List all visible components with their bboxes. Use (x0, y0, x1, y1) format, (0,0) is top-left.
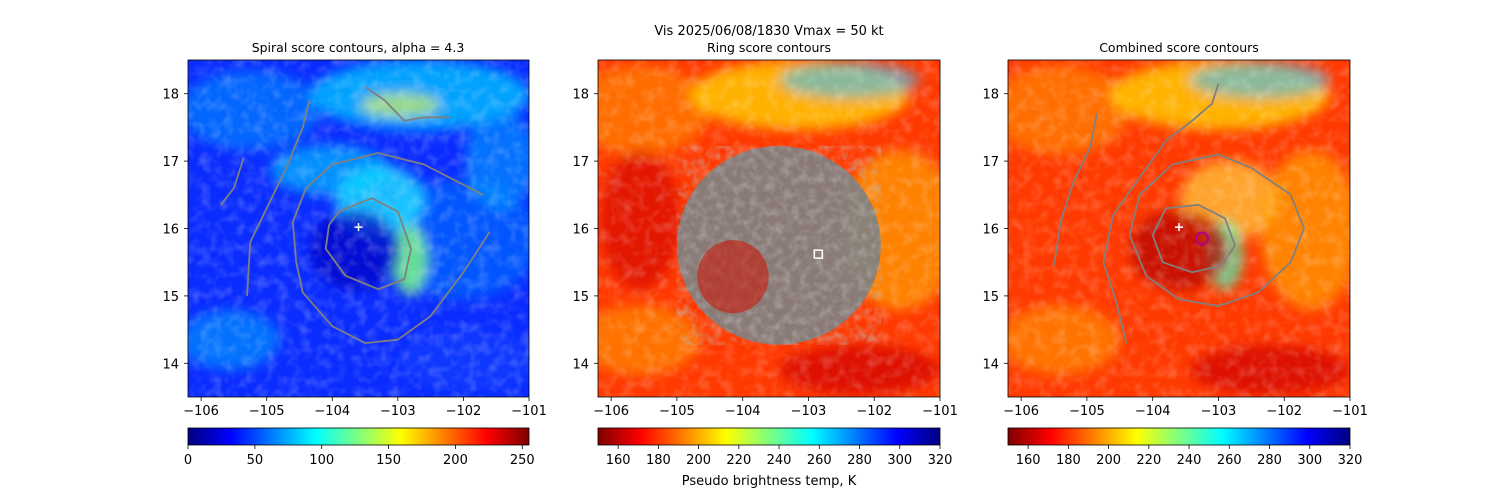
ring-image (598, 60, 940, 397)
colorbar-tick-label: 180 (646, 453, 671, 468)
colorbar-tick-label: 160 (1016, 453, 1041, 468)
x-tick-label: −106 (593, 404, 629, 419)
contour-line (364, 86, 451, 122)
ring-contour-fill (676, 146, 881, 345)
contour-line (246, 100, 311, 296)
colorbar-tick-label: 220 (726, 453, 751, 468)
colorbar-tick-label: 220 (1136, 453, 1161, 468)
x-tick-label: −104 (314, 404, 350, 419)
panel-ring-title: Ring score contours (707, 40, 831, 55)
contour-line (324, 197, 412, 291)
x-tick-label: −102 (856, 404, 892, 419)
contour-line (1151, 204, 1236, 274)
colorbar-tick-label: 200 (686, 453, 711, 468)
y-tick-label: 14 (572, 357, 589, 372)
x-tick-label: −105 (249, 404, 285, 419)
x-tick-label: −103 (380, 404, 416, 419)
contour-line (295, 231, 491, 344)
panel-ring: Ring score contours −106 −105 −104 −103 −102… (572, 40, 958, 419)
panel-combined-title: Combined score contours (1099, 40, 1259, 55)
colorbar-tick-label: 180 (1056, 453, 1081, 468)
x-tick-label: −105 (1069, 404, 1105, 419)
contour-line (1102, 83, 1220, 344)
panel-combined: Combined score contours −106 −105 −104 −103… (982, 40, 1367, 419)
y-tick-label: 14 (162, 357, 179, 372)
x-tick-label: −102 (446, 404, 482, 419)
spiral-contours (220, 86, 491, 344)
colorbar-tick-label: 280 (1257, 453, 1282, 468)
y-tick-label: 17 (982, 155, 999, 170)
contour-line (1053, 113, 1098, 266)
combined-contours (1053, 83, 1305, 344)
colorbar-tick-label: 200 (443, 453, 468, 468)
x-tick-label: −102 (1266, 404, 1302, 419)
x-tick-label: −106 (183, 404, 219, 419)
colorbar-tick-label: 160 (606, 453, 631, 468)
colorbar-tick-label: 260 (807, 453, 832, 468)
x-tick-label: −103 (791, 404, 827, 419)
colorbar-spiral: 0 50 100 150 200 250 (184, 427, 535, 468)
contour-line (220, 157, 245, 206)
colorbar-ring-label: Pseudo brightness temp, K (682, 474, 857, 489)
y-tick-label: 18 (982, 88, 999, 103)
x-tick-label: −105 (659, 404, 695, 419)
y-tick-label: 15 (572, 290, 589, 305)
y-tick-label: 16 (162, 223, 179, 238)
colorbar-combined: 160 180 200 220 240 260 280 300 320 (1007, 427, 1363, 468)
y-tick-label: 18 (162, 88, 179, 103)
colorbar-tick-label: 100 (309, 453, 334, 468)
best-center-circle-marker (1195, 231, 1210, 246)
panel-spiral-title: Spiral score contours, alpha = 4.3 (252, 40, 465, 55)
x-tick-label: −103 (1201, 404, 1237, 419)
ring-contour-texture (676, 146, 881, 345)
figure-suptitle: Vis 2025/06/08/1830 Vmax = 50 kt (654, 24, 883, 39)
contour-line (292, 152, 484, 263)
colorbar-ring: 160 180 200 220 240 260 280 300 320 Pseudo brigh… (597, 427, 953, 489)
spiral-image (188, 60, 529, 397)
y-tick-label: 15 (982, 290, 999, 305)
colorbar-tick-label: 240 (767, 453, 792, 468)
x-tick-label: −104 (1135, 404, 1171, 419)
colorbar-tick-label: 0 (184, 453, 192, 468)
x-tick-label: −106 (1003, 404, 1039, 419)
combined-image (1008, 60, 1350, 397)
colorbar-tick-label: 150 (376, 453, 401, 468)
colorbar-tick-label: 200 (1096, 453, 1121, 468)
colorbar-tick-label: 250 (510, 453, 535, 468)
center-plus-marker (354, 223, 363, 232)
ring-warm-patch (697, 240, 769, 314)
colorbar-tick-label: 300 (887, 453, 912, 468)
x-tick-label: −101 (1332, 404, 1368, 419)
colorbar-tick-label: 240 (1177, 453, 1202, 468)
colorbar-tick-label: 260 (1217, 453, 1242, 468)
colorbar-tick-label: 280 (847, 453, 872, 468)
y-tick-label: 15 (162, 290, 179, 305)
colorbar-tick-label: 320 (928, 453, 953, 468)
x-tick-label: −101 (922, 404, 958, 419)
y-tick-label: 14 (982, 357, 999, 372)
center-plus-marker (1175, 223, 1183, 232)
contour-line (1128, 153, 1305, 307)
y-tick-label: 16 (982, 223, 999, 238)
y-tick-label: 18 (572, 88, 589, 103)
colorbar-tick-label: 300 (1297, 453, 1322, 468)
y-tick-label: 17 (572, 155, 589, 170)
colorbar-tick-label: 320 (1338, 453, 1363, 468)
center-square-marker (813, 249, 824, 259)
x-tick-label: −101 (511, 404, 547, 419)
panel-spiral: Spiral score contours, alpha = 4.3 −106 (162, 40, 546, 419)
y-tick-label: 17 (162, 155, 179, 170)
x-tick-label: −104 (725, 404, 761, 419)
colorbar-tick-label: 50 (247, 453, 264, 468)
y-tick-label: 16 (572, 223, 589, 238)
